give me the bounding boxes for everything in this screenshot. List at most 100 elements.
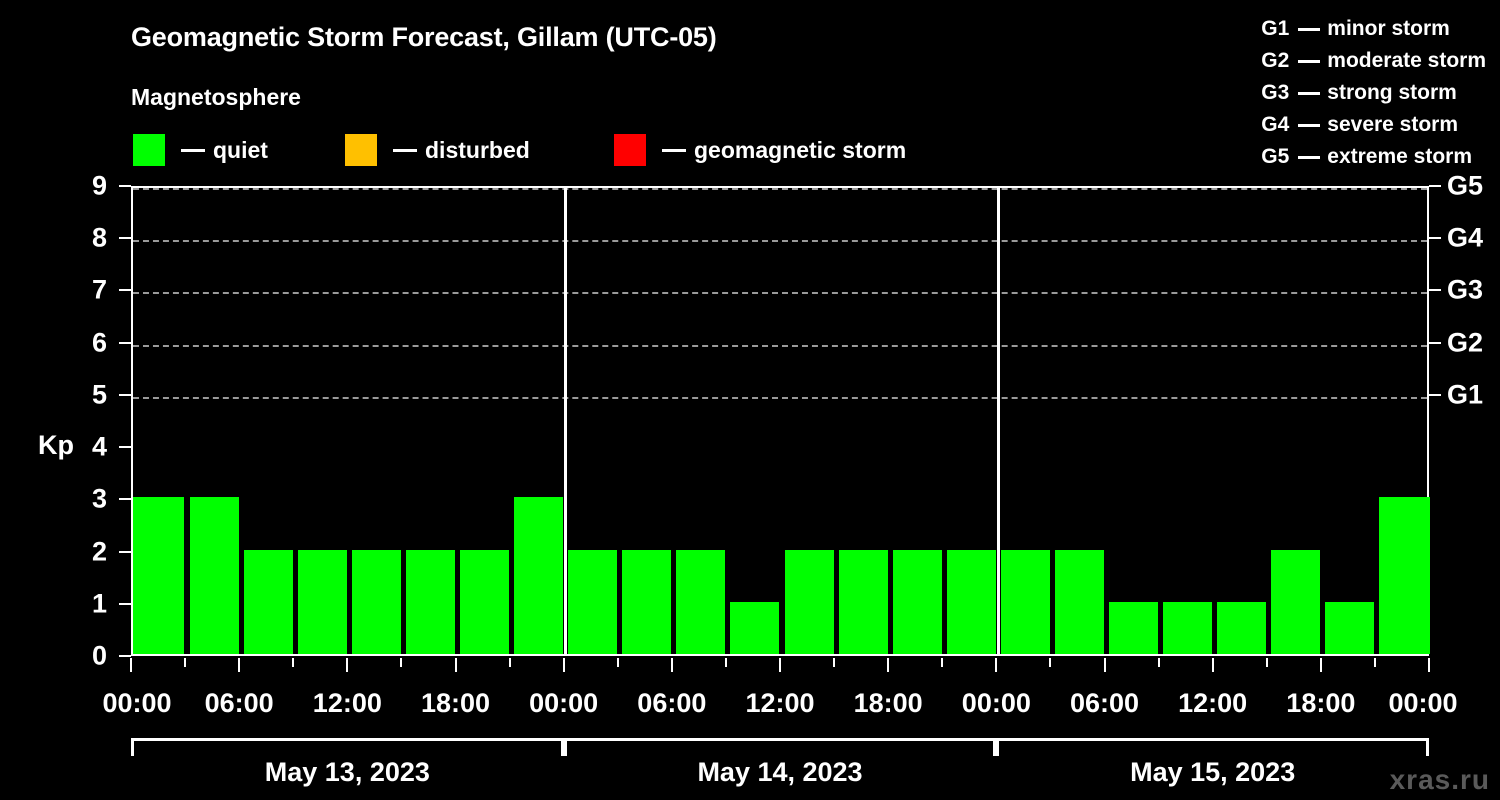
bar	[1163, 601, 1213, 654]
g-tick	[1429, 289, 1441, 292]
y-tick-label: 1	[91, 588, 107, 619]
x-tick-label: 12:00	[745, 688, 815, 718]
legend-item-disturbed: disturbed	[345, 134, 530, 166]
x-tick-label: 06:00	[1069, 688, 1140, 718]
g-dash-icon	[1298, 27, 1321, 31]
x-tick	[454, 658, 457, 672]
y-tick	[119, 289, 131, 292]
y-axis-title: Kp	[38, 430, 74, 460]
bar	[1109, 601, 1159, 654]
day-bracket	[563, 738, 997, 756]
y-tick	[119, 446, 131, 449]
x-tick	[833, 658, 836, 667]
x-tick	[995, 658, 998, 672]
legend-label: quiet	[213, 136, 268, 163]
bar	[568, 549, 618, 654]
g-axis-label: G1	[1447, 379, 1484, 410]
g-description: severe storm	[1327, 113, 1459, 136]
bar	[1000, 549, 1050, 654]
x-tick	[779, 658, 781, 672]
g-code: G5	[1261, 145, 1290, 168]
x-tick	[562, 658, 565, 672]
g-code: G2	[1261, 49, 1290, 72]
y-tick	[119, 185, 131, 187]
x-tick	[238, 658, 241, 672]
legend-swatch-geomagnetic-storm	[614, 134, 646, 166]
bar	[405, 549, 455, 654]
g-scale-legend: G1 minor storm G2 moderate storm G3 strong st…	[1261, 13, 1486, 173]
y-tick-label: 9	[91, 170, 107, 201]
day-label: May 14, 2023	[697, 757, 863, 787]
day-bracket	[131, 738, 564, 756]
x-tick-label: 12:00	[1178, 688, 1248, 718]
x-tick	[941, 658, 944, 667]
y-tick-label: 6	[91, 327, 107, 358]
bar-series	[133, 188, 1430, 654]
gridline-kp-7	[133, 292, 1427, 295]
x-tick-label: 18:00	[853, 688, 923, 718]
y-tick-label: 3	[91, 483, 107, 514]
x-tick	[184, 658, 187, 667]
g-axis-label: G2	[1447, 327, 1484, 358]
x-tick	[1428, 658, 1430, 672]
legend-item-geomagnetic-storm: geomagnetic storm	[614, 134, 906, 166]
g-tick	[1429, 237, 1441, 240]
x-tick-label: 06:00	[204, 688, 274, 718]
bar	[460, 549, 510, 654]
x-tick-label: 00:00	[1388, 688, 1458, 718]
x-tick	[130, 658, 132, 672]
g-dash-icon	[1298, 91, 1321, 95]
gridline-kp-6	[133, 344, 1427, 347]
x-tick-label: 12:00	[312, 688, 382, 718]
day-separator	[564, 188, 568, 654]
y-tick-label: 2	[91, 536, 107, 567]
legend-swatch-quiet	[133, 134, 165, 166]
g-axis-label: G4	[1447, 222, 1484, 253]
bar	[946, 549, 996, 654]
bar	[1054, 549, 1104, 654]
bar	[676, 549, 726, 654]
x-tick	[1049, 658, 1052, 667]
legend-dash-icon	[662, 148, 686, 152]
y-tick	[119, 393, 131, 396]
g-scale-row-g2: G2 moderate storm	[1261, 45, 1486, 77]
g-description: moderate storm	[1327, 49, 1486, 72]
g-axis-label: G3	[1447, 274, 1484, 305]
y-tick	[119, 498, 131, 501]
bar	[622, 549, 672, 654]
g-axis-label: G5	[1447, 170, 1484, 201]
g-code: G1	[1261, 17, 1290, 40]
y-tick	[119, 602, 131, 605]
bar	[297, 549, 347, 654]
x-tick	[1103, 658, 1106, 672]
y-tick-label: 7	[91, 274, 107, 305]
plot-area	[131, 186, 1430, 656]
bar	[784, 549, 834, 654]
x-tick	[1157, 658, 1160, 667]
legend-heading: Magnetosphere	[131, 84, 301, 110]
bar	[243, 549, 293, 654]
legend-item-quiet: quiet	[133, 134, 268, 166]
g-dash-icon	[1298, 123, 1321, 127]
g-tick	[1429, 185, 1441, 187]
x-tick-label: 00:00	[102, 688, 172, 718]
x-tick-label: 00:00	[529, 688, 599, 718]
bar	[1271, 549, 1321, 654]
g-code: G3	[1261, 81, 1290, 104]
y-tick-label: 5	[91, 379, 107, 410]
legend-label: disturbed	[425, 136, 530, 163]
x-tick	[292, 658, 295, 667]
gridline-kp-8	[133, 240, 1427, 243]
g-scale-row-g1: G1 minor storm	[1261, 13, 1486, 45]
bar	[1325, 601, 1375, 654]
g-scale-row-g4: G4 severe storm	[1261, 109, 1486, 141]
y-tick	[119, 550, 131, 553]
bar	[892, 549, 942, 654]
day-bracket	[996, 738, 1429, 756]
day-separator	[996, 188, 1000, 654]
x-tick-label: 18:00	[1286, 688, 1356, 718]
day-label: May 13, 2023	[264, 757, 430, 787]
legend-swatch-disturbed	[345, 134, 377, 166]
